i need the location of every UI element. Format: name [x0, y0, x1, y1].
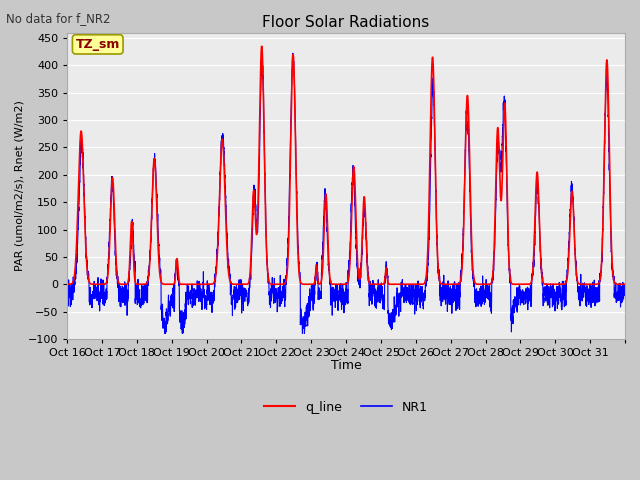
Title: Floor Solar Radiations: Floor Solar Radiations: [262, 15, 429, 30]
q_line: [367, 281, 374, 287]
NR1: [541, 284, 549, 289]
X-axis label: Time: Time: [331, 360, 362, 372]
Y-axis label: PAR (umol/m2/s), Rnet (W/m2): PAR (umol/m2/s), Rnet (W/m2): [15, 100, 25, 271]
Text: TZ_sm: TZ_sm: [76, 38, 120, 51]
Line: q_line: q_line: [67, 46, 625, 284]
q_line: [621, 281, 629, 287]
q_line: [397, 281, 404, 287]
NR1: [289, 50, 296, 56]
Legend: q_line, NR1: q_line, NR1: [259, 396, 433, 419]
Line: NR1: NR1: [67, 53, 625, 334]
NR1: [527, 287, 534, 293]
q_line: [394, 281, 402, 287]
NR1: [397, 290, 404, 296]
q_line: [499, 133, 507, 139]
Text: No data for f_NR2: No data for f_NR2: [6, 12, 111, 25]
q_line: [179, 281, 187, 287]
NR1: [63, 284, 71, 290]
q_line: [63, 281, 71, 287]
q_line: [541, 281, 549, 287]
NR1: [621, 286, 629, 292]
NR1: [367, 288, 375, 293]
q_line: [258, 43, 266, 49]
NR1: [161, 331, 168, 336]
NR1: [179, 330, 187, 336]
q_line: [527, 280, 534, 286]
NR1: [499, 100, 507, 106]
